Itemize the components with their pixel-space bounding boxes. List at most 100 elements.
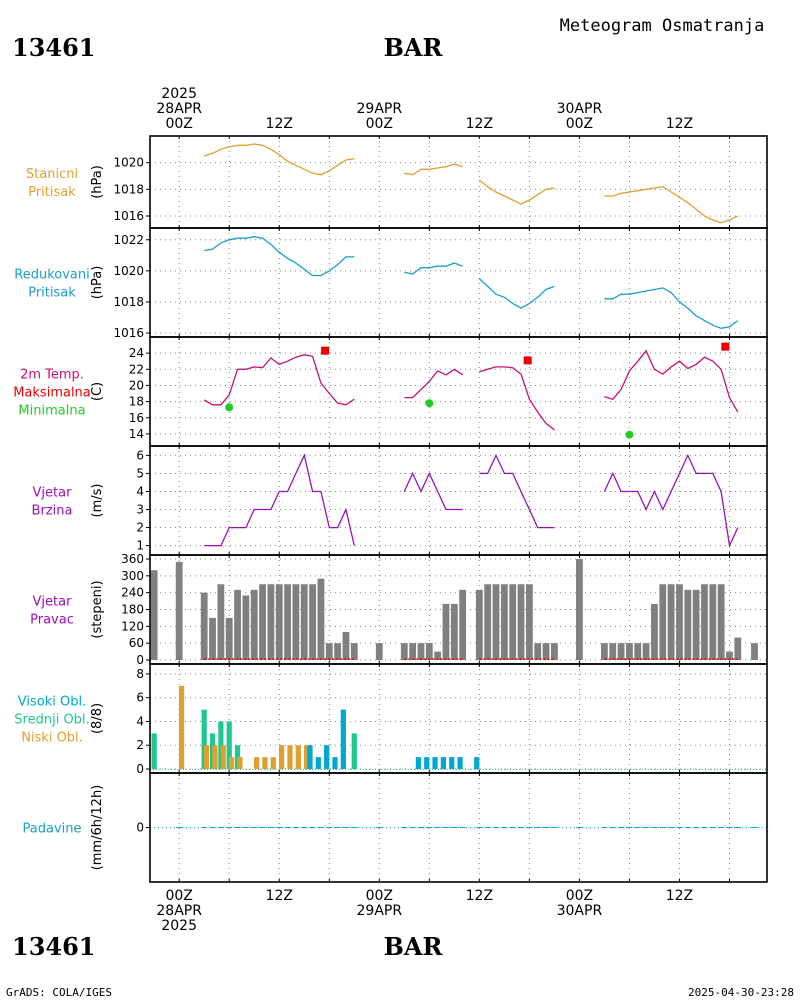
direction-bar — [617, 643, 625, 660]
y-tick-label: 60 — [129, 636, 144, 650]
cloud-bar-low — [229, 757, 235, 769]
direction-bar — [525, 584, 533, 660]
panel-frame — [149, 227, 768, 338]
y-tick-label: 5 — [136, 466, 144, 480]
direction-bar — [676, 584, 683, 660]
series-line-temperature — [404, 368, 464, 399]
cloud-bar-low — [178, 685, 185, 769]
direction-bar — [459, 589, 467, 660]
plot-area — [203, 342, 739, 439]
direction-bar — [150, 570, 158, 660]
panel-label: Visoki Obl. — [18, 695, 86, 710]
y-tick-label: 360 — [121, 552, 144, 566]
panel-wind_speed: 1 2 3 4 5 6 (m/s) Vjetar Brzina — [32, 445, 768, 556]
direction-bar — [242, 595, 250, 660]
cloud-bar-low — [287, 745, 293, 769]
panel-label: Pritisak — [28, 185, 76, 200]
cloud-bar-low — [304, 745, 310, 769]
series-line-temperature — [604, 349, 739, 413]
cloud-bar-low — [254, 757, 260, 769]
chart-title: Meteogram Osmatranja — [560, 16, 765, 36]
direction-bar — [409, 643, 417, 660]
direction-bar — [550, 643, 558, 660]
panels-group: 101610181020(hPa)StanicniPritisak1016101… — [13, 135, 768, 883]
time-label: 00Z — [366, 888, 393, 904]
y-tick-label: 4 — [136, 484, 144, 498]
cloud-bar-mid — [351, 733, 357, 769]
cloud-bar-low — [237, 757, 243, 769]
panel-frame — [149, 772, 768, 883]
series-line-temperature — [203, 354, 355, 406]
direction-bar — [492, 584, 500, 660]
station-name-bottom: BAR — [384, 932, 444, 961]
time-label: 12Z — [266, 116, 293, 132]
credit-text: GrADS: COLA/IGES — [6, 986, 112, 999]
max-temp-marker — [721, 342, 730, 351]
y-tick-label: 8 — [136, 667, 144, 681]
y-axis-label: (m/s) — [90, 484, 105, 518]
direction-bar — [292, 584, 300, 660]
direction-bar — [509, 584, 517, 660]
series-line-wind_speed — [403, 471, 463, 511]
y-tick-label: 20 — [129, 378, 144, 392]
cloud-bar-high — [340, 709, 346, 769]
direction-bar — [434, 651, 442, 660]
cloud-bar-low — [203, 745, 210, 769]
cloud-bar-mid — [151, 733, 157, 769]
plot-area — [203, 143, 739, 224]
y-tick-label: 1020 — [113, 156, 144, 170]
direction-bar — [642, 643, 650, 660]
y-tick-label: 1020 — [113, 264, 144, 278]
panel-label: Vjetar — [33, 486, 73, 501]
y-axis-label: (stepeni) — [90, 580, 105, 638]
y-tick-label: 120 — [121, 619, 144, 633]
direction-bar — [259, 584, 266, 660]
direction-bar — [217, 584, 225, 660]
time-label: 00Z — [165, 888, 192, 904]
time-label: 00Z — [566, 116, 593, 132]
y-tick-label: 1016 — [113, 209, 144, 223]
cloud-bar-high — [457, 757, 463, 769]
y-axis-label: (hPa) — [90, 165, 105, 199]
cloud-bar-high — [474, 757, 480, 769]
direction-bar — [484, 584, 492, 660]
time-label: 29APR — [357, 903, 403, 919]
time-label: 2025 — [161, 918, 197, 934]
direction-bar — [692, 589, 700, 660]
panel-frame — [149, 135, 768, 229]
cloud-bar-high — [432, 757, 438, 769]
panel-label: Srednji Obl. — [14, 713, 89, 728]
direction-bar — [701, 584, 708, 660]
time-label: 28APR — [156, 903, 202, 919]
cloud-bar-mid — [201, 709, 207, 769]
max-temp-marker — [523, 356, 532, 365]
direction-bar — [250, 589, 258, 660]
y-tick-label: 1018 — [113, 295, 144, 309]
panel-frame — [149, 663, 768, 774]
panel-label: Redukovani — [14, 268, 89, 283]
direction-bar — [475, 589, 483, 660]
panel-precipitation: 0 (mm/6h/12h) Padavine — [23, 772, 768, 883]
y-tick-label: 4 — [136, 714, 144, 728]
time-label: 12Z — [666, 888, 693, 904]
direction-bar — [225, 617, 233, 660]
direction-bar — [334, 643, 342, 660]
cloud-bar-low — [220, 745, 226, 769]
cloud-bar-high — [449, 757, 455, 769]
direction-bar — [200, 592, 208, 660]
time-label: 12Z — [266, 888, 293, 904]
series-line-wind_speed — [603, 453, 739, 548]
direction-bar — [667, 584, 675, 660]
direction-bar — [726, 651, 733, 660]
y-axis-label: (8/8) — [90, 703, 105, 734]
time-label: 12Z — [466, 888, 493, 904]
panel-station_pressure: 1016 1018 1020 (hPa) Stanicni Pritisak — [26, 135, 768, 229]
y-tick-label: 0 — [136, 821, 144, 835]
time-label: 00Z — [566, 888, 593, 904]
panel-wind_direction: 0 60 120 180 240 300 360 (stepeni) Vjetar Pravac — [30, 552, 768, 667]
direction-bar — [709, 584, 717, 660]
direction-bar — [417, 643, 425, 660]
cloud-bar-high — [332, 757, 338, 769]
